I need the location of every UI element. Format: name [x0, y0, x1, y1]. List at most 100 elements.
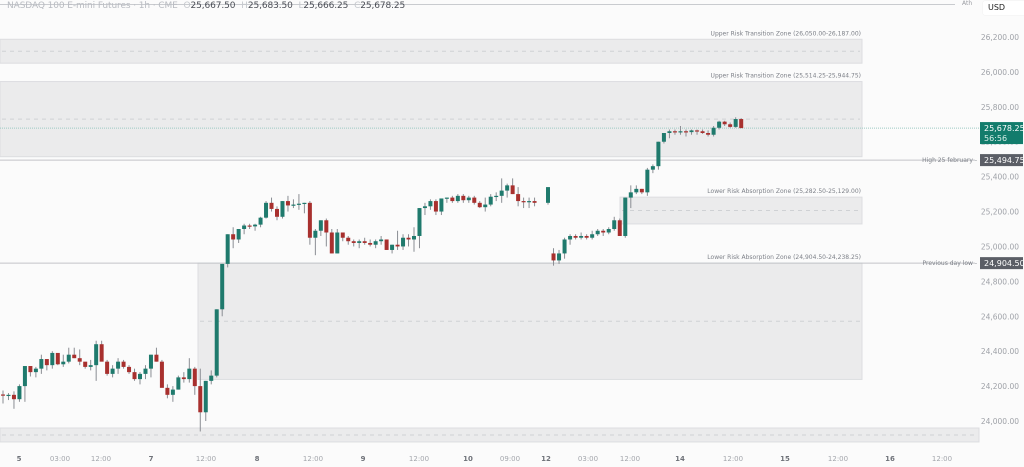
candle-down [324, 220, 329, 233]
level-price-value: 24,904.50 [984, 259, 1024, 268]
candle-down [722, 121, 727, 125]
candle-up [390, 244, 395, 250]
candle-up [110, 368, 115, 374]
candle-down [739, 119, 744, 129]
candle-up [557, 253, 562, 261]
candle-up [428, 201, 433, 207]
zone-box[interactable] [619, 196, 863, 225]
zone-label: Upper Risk Transition Zone (26,050.00-26… [711, 30, 861, 37]
time-tick-label: 12:00 [723, 455, 743, 463]
time-tick-label: 12:00 [196, 455, 216, 463]
time-tick-label: 14 [675, 455, 685, 463]
candle-up [242, 225, 247, 230]
ohlc-open-value: 25,667.50 [190, 1, 236, 11]
candle-down [384, 239, 389, 250]
zone-box[interactable] [0, 38, 863, 64]
candle-up [417, 208, 422, 236]
time-tick-label: 12:00 [932, 455, 952, 463]
candle-down [165, 387, 170, 395]
candle-up [546, 187, 550, 203]
candle-down [28, 366, 33, 373]
level-label: High 25 february - [922, 157, 977, 164]
candle-up [628, 192, 633, 198]
ohlc-high-key: H [241, 1, 248, 11]
level-price-value: 25,494.75 [984, 156, 1024, 165]
ohlc-close-key: C [354, 1, 361, 11]
candle-up [258, 217, 263, 225]
candle-up [606, 229, 611, 233]
price-tick-label: 24,400.00 [981, 347, 1019, 356]
candle-down [510, 185, 515, 195]
candle-up [717, 121, 722, 128]
candle-up [22, 366, 27, 387]
symbol-legend: NASDAQ 100 E-mini Futures · 1h · CME O25… [7, 1, 405, 11]
candle-down [706, 133, 711, 135]
candle-down [269, 202, 274, 209]
candle-down [461, 195, 466, 201]
candle-up [590, 234, 595, 238]
candle-down [44, 359, 49, 366]
candle-up [439, 198, 444, 212]
candle-up [711, 127, 716, 135]
candle-up [667, 131, 672, 134]
level-price-tag [980, 257, 1023, 270]
bar-countdown: 56:56 [984, 134, 1007, 143]
candle-up [595, 230, 600, 235]
candle-up [138, 373, 142, 380]
time-tick-label: 15 [780, 455, 790, 463]
candle-up [296, 203, 301, 205]
candle-up [313, 230, 318, 238]
time-tick-label: 16 [885, 455, 895, 463]
ohlc-low-key: L [298, 1, 304, 11]
price-tick-label: 25,400.00 [981, 173, 1019, 182]
candle-down [11, 394, 16, 400]
zone-box[interactable] [0, 81, 863, 158]
currency-selector[interactable]: USD [983, 1, 1024, 15]
candle-down [307, 202, 312, 238]
ath-label: Ath [962, 0, 973, 7]
candle-down [617, 220, 622, 236]
candle-up [488, 196, 493, 205]
candle-up [499, 190, 504, 196]
price-tick-label: 26,200.00 [981, 33, 1019, 42]
candle-down [132, 372, 137, 380]
ohlc-high-value: 25,683.50 [247, 1, 293, 11]
time-tick-label: 12:00 [828, 455, 848, 463]
candle-down [83, 361, 88, 367]
time-axis[interactable]: 5 03:00 12:00 7 12:00 8 12:00 9 12:00 10 09:00 12 03… [17, 455, 953, 463]
time-tick-label: 12:00 [409, 455, 429, 463]
candle-up [176, 377, 181, 390]
candle-down [728, 124, 733, 127]
candle-down [700, 131, 705, 134]
candle-up [483, 204, 488, 208]
zones-layer: Upper Risk Transition Zone (26,050.00-26… [0, 30, 980, 443]
candle-up [656, 141, 661, 167]
candle-down [532, 201, 537, 203]
candle-down [231, 234, 236, 240]
candle-down [477, 202, 482, 208]
price-tick-label: 26,000.00 [981, 68, 1019, 77]
zone-box[interactable] [0, 427, 980, 443]
candle-up [33, 368, 38, 373]
candle-down [159, 361, 164, 388]
candle-down [472, 197, 477, 203]
candle-down [368, 242, 373, 245]
candle-down [1, 394, 5, 396]
candle-down [127, 366, 132, 373]
time-tick-label: 09:00 [500, 455, 520, 463]
candle-down [72, 354, 77, 359]
candle-down [99, 344, 104, 362]
candle-up [401, 237, 406, 247]
ohlc-open-key: O [183, 1, 191, 11]
time-tick-label: 03:00 [578, 455, 598, 463]
candle-up [94, 344, 99, 366]
candle-down [105, 361, 110, 374]
time-tick-label: 12:00 [620, 455, 640, 463]
price-tick-label: 25,000.00 [981, 242, 1019, 251]
candle-down [584, 235, 589, 238]
candle-down [639, 188, 644, 193]
candle-up [466, 197, 471, 201]
candle-up [291, 204, 296, 206]
